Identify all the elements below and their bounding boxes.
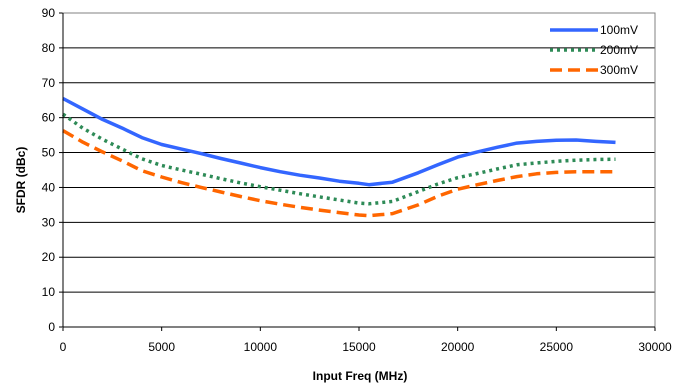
- legend: 100mV 200mV 300mV: [550, 23, 638, 77]
- series-layer: [61, 96, 616, 218]
- x-axis-title: Input Freq (MHz): [313, 369, 408, 383]
- x-tick-label: 30000: [638, 340, 672, 354]
- y-tick-labels: 0 10 20 30 40 50 60 70 80 90: [42, 6, 56, 334]
- y-axis-title: SFDR (dBc): [14, 147, 28, 214]
- y-tick-label: 20: [42, 250, 56, 264]
- y-tick-label: 10: [42, 285, 56, 299]
- y-tick-label: 90: [42, 6, 56, 20]
- y-tick-label: 40: [42, 180, 56, 194]
- y-tick-label: 50: [42, 146, 56, 160]
- plot-area-border: [62, 12, 656, 328]
- x-tick-labels: 0 5000 10000 15000 20000 25000 30000: [60, 340, 672, 354]
- series-line-200mV: [61, 112, 616, 206]
- legend-label-200mV: 200mV: [600, 43, 638, 57]
- y-tick-label: 80: [42, 41, 56, 55]
- x-tick-label: 25000: [540, 340, 574, 354]
- axes: [59, 12, 656, 331]
- x-tick-label: 20000: [441, 340, 475, 354]
- x-tick-label: 5000: [148, 340, 175, 354]
- y-tick-label: 30: [42, 215, 56, 229]
- gridlines: [63, 12, 655, 293]
- series-line-100mV: [62, 96, 616, 187]
- x-tick-label: 10000: [244, 340, 278, 354]
- x-tick-label: 15000: [342, 340, 376, 354]
- y-tick-label: 70: [42, 76, 56, 90]
- series-line-300mV: [62, 129, 616, 218]
- y-tick-label: 60: [42, 111, 56, 125]
- legend-label-100mV: 100mV: [600, 23, 638, 37]
- legend-label-300mV: 300mV: [600, 63, 638, 77]
- y-tick-label: 0: [48, 320, 55, 334]
- x-tick-label: 0: [60, 340, 67, 354]
